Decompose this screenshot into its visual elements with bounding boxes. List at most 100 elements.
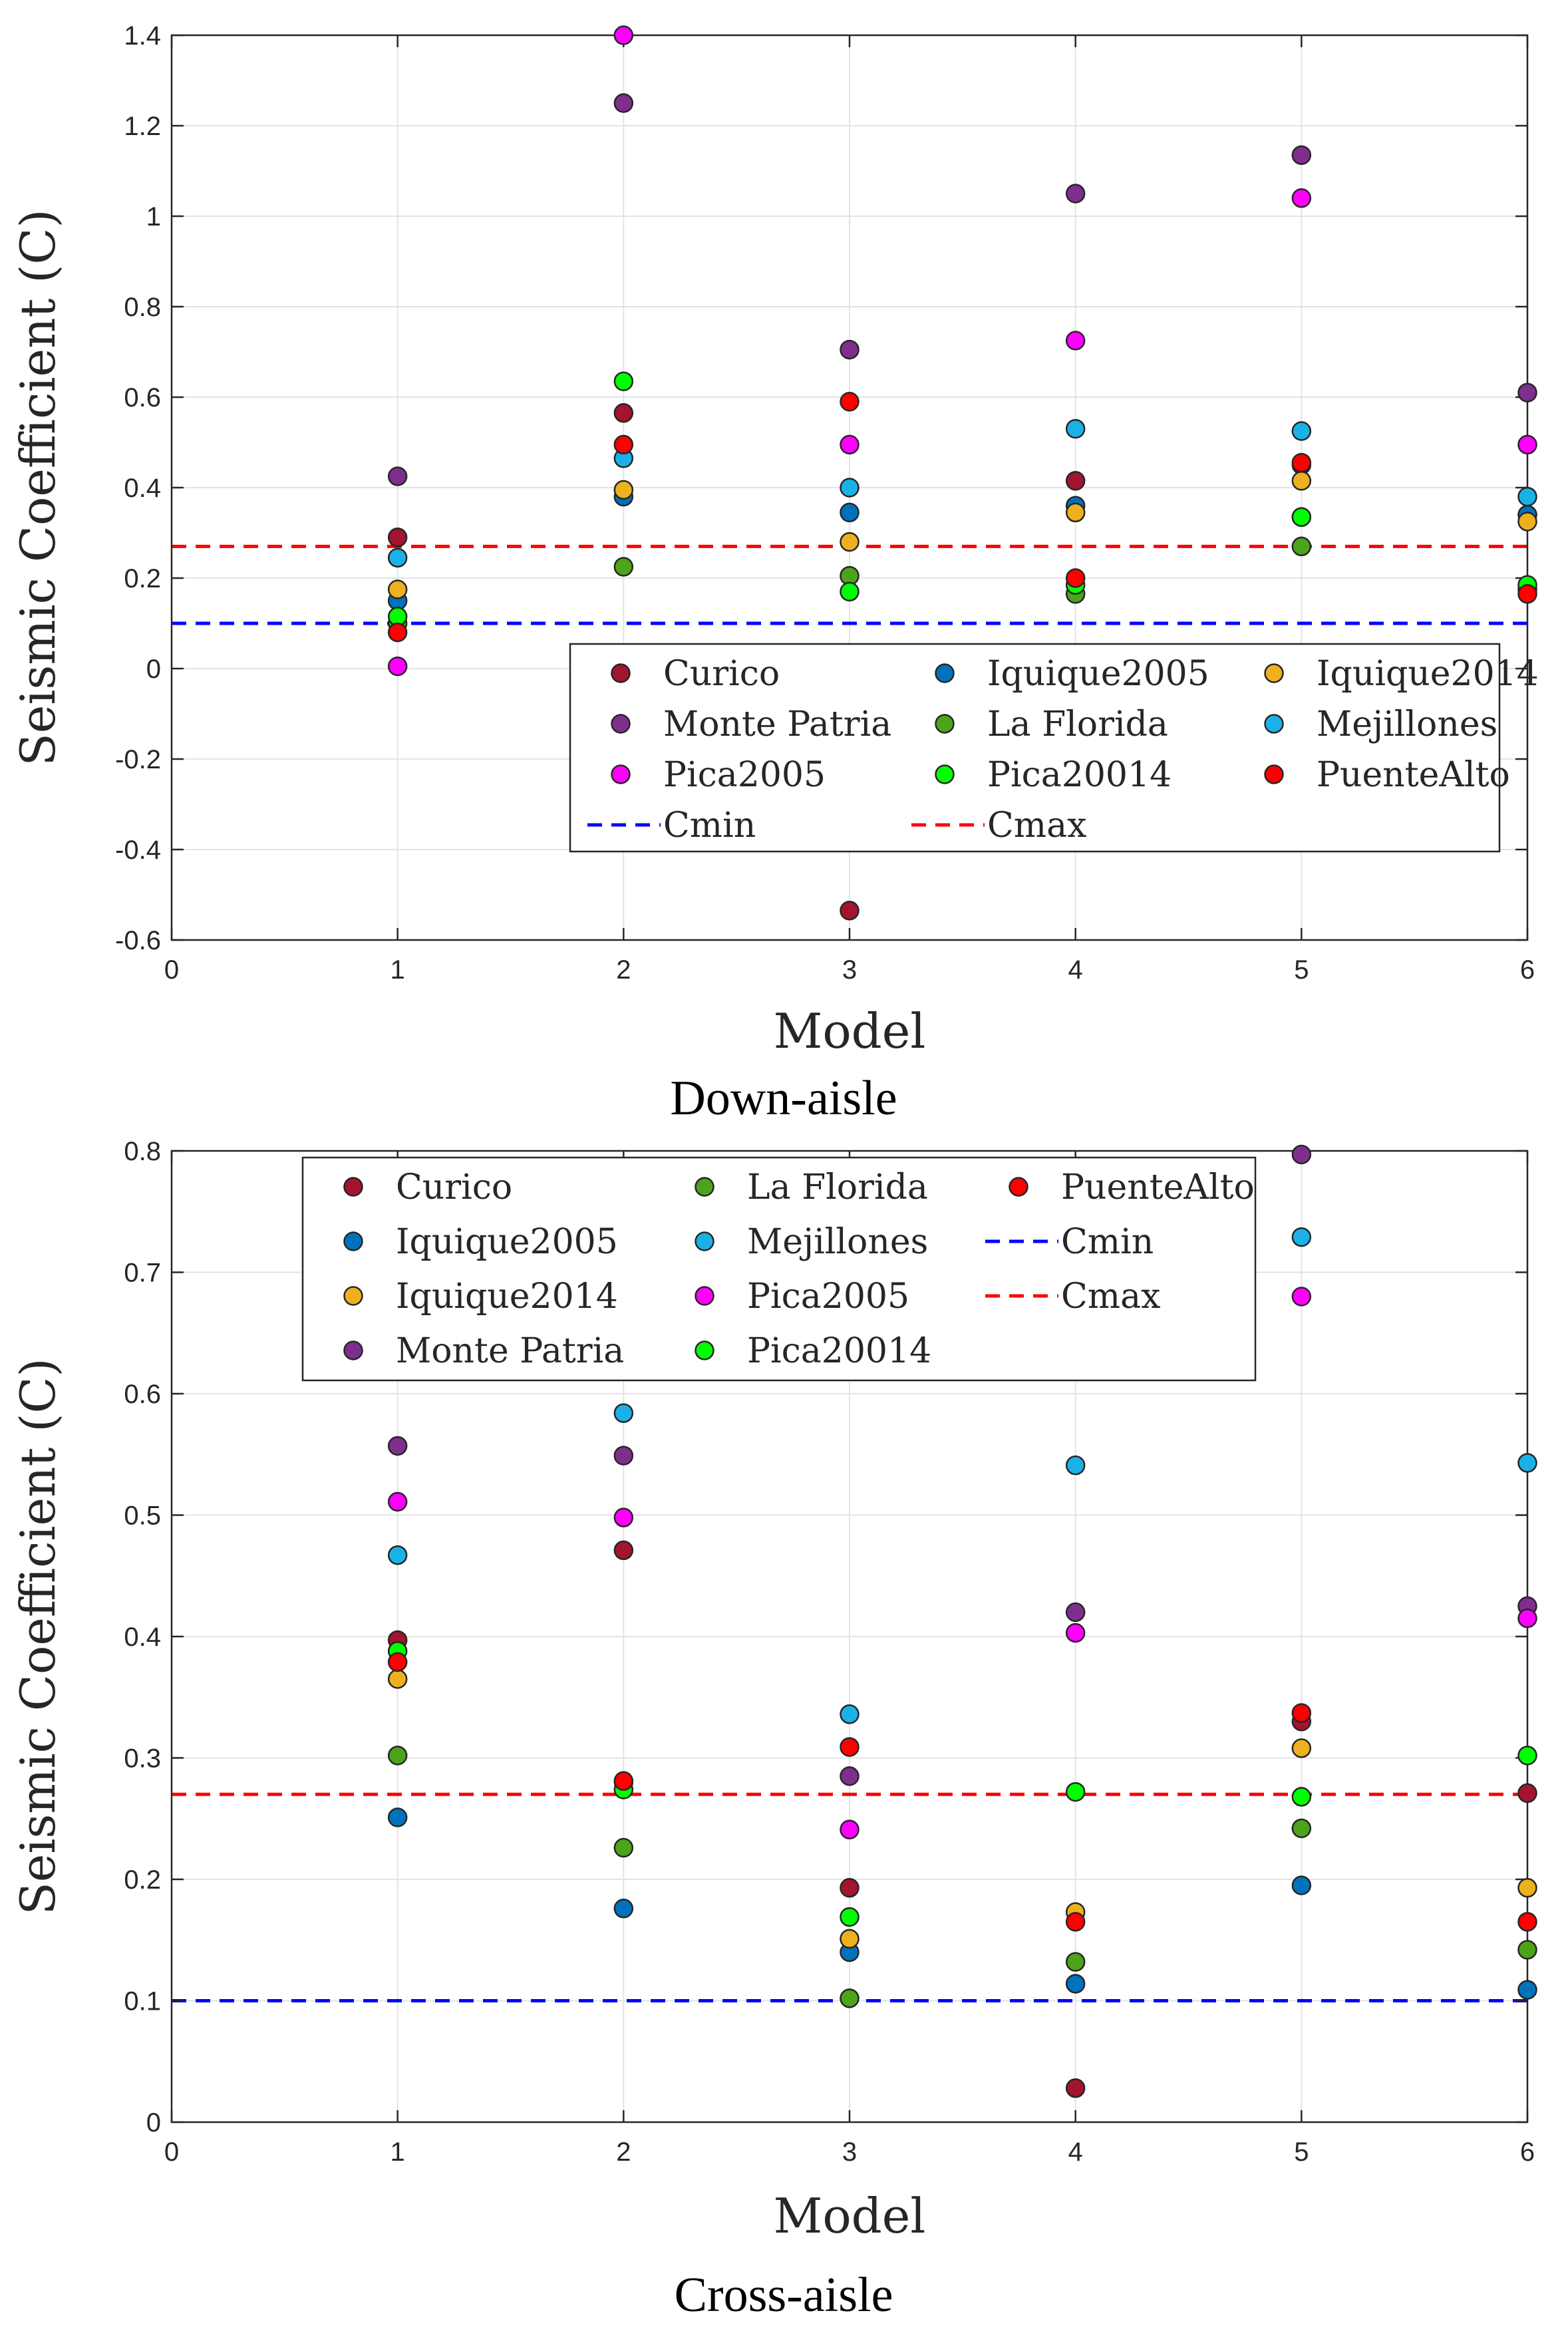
legend-label-cmin: Cmin: [663, 806, 756, 846]
point-curico-model-3: [840, 1878, 860, 1898]
point-iquique2014-model-6: [1517, 512, 1537, 532]
down-aisle-caption: Down-aisle: [670, 1071, 897, 1126]
point-pica2005-model-5: [1291, 1287, 1312, 1307]
point-pica20014-model-4: [1065, 1782, 1086, 1802]
x-tick-label: 0: [164, 955, 179, 985]
y-tick-label: 0.4: [124, 1623, 161, 1652]
point-iquique2014-model-1: [387, 579, 408, 599]
down-aisle-y-axis-label: Seismic Coefficient (C): [10, 209, 66, 766]
point-la-florida-model-2: [613, 557, 634, 577]
y-tick-label: 1: [146, 202, 161, 232]
point-la-florida-model-2: [613, 1837, 634, 1858]
point-curico-model-4: [1065, 471, 1086, 491]
point-puentealto-model-2: [613, 1771, 634, 1791]
point-iquique2014-model-4: [1065, 502, 1086, 523]
legend-label-mejillones: Mejillones: [747, 1222, 928, 1262]
point-puentealto-model-4: [1065, 568, 1086, 588]
y-tick-label: 0.6: [124, 1380, 161, 1409]
y-tick-label: 0: [146, 655, 161, 684]
y-tick-label: 1.2: [124, 112, 161, 141]
point-pica2005-model-1: [387, 1491, 408, 1512]
legend-box: [569, 643, 1501, 853]
point-iquique2014-model-2: [613, 480, 634, 500]
cross-aisle-y-axis-label: Seismic Coefficient (C): [10, 1358, 66, 1915]
y-tick-label: 0.6: [124, 383, 161, 412]
legend-marker-monte-patria: [343, 1340, 363, 1360]
point-monte-patria-model-5: [1291, 145, 1312, 165]
y-tick-label: 0.7: [124, 1259, 161, 1288]
cross-aisle-chart: 0 1 2 3 4 5 6 0 0.1 0.2 0.3 0.4 0.5 0.6 0.7 0.8 Model Sei…: [10, 1137, 1537, 2322]
point-monte-patria-model-4: [1065, 1602, 1086, 1623]
legend-label-pica2005: Pica2005: [663, 755, 826, 795]
down-aisle-chart: 0 1 2 3 4 5 6 -0.6 -0.4 -0.2 0 0.2 0.4 0.6 0.8 1 1.2 1.4 M…: [10, 21, 1539, 1126]
point-iquique2014-model-5: [1291, 1738, 1312, 1758]
point-pica2005-model-3: [840, 1819, 860, 1839]
legend-marker-pica20014: [695, 1340, 714, 1360]
point-pica2005-model-6: [1517, 1608, 1537, 1629]
legend-label-pica20014: Pica20014: [987, 755, 1172, 795]
x-tick-label: 5: [1294, 955, 1309, 985]
point-pica20014-model-5: [1291, 507, 1312, 527]
legend-marker-iquique2014: [343, 1286, 363, 1306]
legend-marker-puentealto: [1009, 1177, 1028, 1197]
legend-marker-pica20014: [935, 764, 955, 784]
x-tick-label: 2: [616, 955, 631, 985]
legend-label-puentealto: PuenteAlto: [1317, 755, 1510, 795]
legend-label-iquique2005: Iquique2005: [396, 1222, 618, 1262]
x-tick-label: 6: [1520, 2137, 1535, 2167]
point-mejillones-model-2: [613, 1403, 634, 1423]
point-la-florida-model-6: [1517, 1940, 1537, 1960]
point-pica2005-model-2: [613, 25, 634, 45]
point-pica20014-model-5: [1291, 1787, 1312, 1807]
legend-label-la-florida: La Florida: [987, 704, 1168, 744]
point-curico-model-6: [1517, 1783, 1537, 1803]
legend-marker-iquique2005: [935, 663, 955, 683]
y-tick-label: -0.6: [115, 926, 161, 955]
legend-marker-monte-patria: [611, 714, 631, 734]
x-tick-label: 2: [616, 2137, 631, 2167]
point-puentealto-model-2: [613, 434, 634, 455]
point-puentealto-model-5: [1291, 452, 1312, 473]
point-mejillones-model-1: [387, 548, 408, 568]
point-puentealto-model-4: [1065, 1912, 1086, 1932]
point-iquique2014-model-6: [1517, 1878, 1537, 1898]
legend-marker-curico: [611, 663, 631, 683]
legend-label-mejillones: Mejillones: [1317, 704, 1497, 744]
legend-marker-mejillones: [1264, 714, 1284, 734]
point-monte-patria-model-2: [613, 1446, 634, 1466]
legend-label-iquique2014: Iquique2014: [1317, 654, 1539, 694]
x-tick-label: 5: [1294, 2137, 1309, 2167]
point-pica2005-model-2: [613, 1507, 634, 1527]
cross-aisle-legend: Curico La Florida PuenteAlto Iquique2005 Mej…: [301, 1156, 1257, 1382]
x-tick-label: 3: [842, 955, 857, 985]
point-pica2005-model-5: [1291, 188, 1312, 208]
point-la-florida-model-1: [387, 1746, 408, 1766]
x-tick-label: 1: [391, 955, 405, 985]
point-puentealto-model-6: [1517, 1912, 1537, 1932]
point-iquique2014-model-3: [840, 532, 860, 552]
point-la-florida-model-5: [1291, 1818, 1312, 1839]
legend-label-cmin: Cmin: [1061, 1222, 1154, 1262]
point-la-florida-model-5: [1291, 536, 1312, 557]
point-curico-model-1: [387, 528, 408, 548]
cross-aisle-data-points: [387, 1144, 1537, 2098]
x-tick-label: 4: [1068, 955, 1083, 985]
point-iquique2014-model-5: [1291, 471, 1312, 491]
legend-label-puentealto: PuenteAlto: [1061, 1168, 1255, 1207]
y-tick-label: 0.2: [124, 564, 161, 593]
x-tick-label: 6: [1520, 955, 1535, 985]
y-tick-label: 0.3: [124, 1744, 161, 1774]
legend-label-la-florida: La Florida: [747, 1168, 928, 1207]
y-tick-label: 0: [146, 2108, 161, 2137]
x-tick-label: 3: [842, 2137, 857, 2167]
point-monte-patria-model-3: [840, 1766, 860, 1786]
cross-aisle-x-axis-label: Model: [774, 2188, 926, 2244]
point-iquique2005-model-6: [1517, 1980, 1537, 2000]
point-mejillones-model-6: [1517, 1453, 1537, 1473]
point-curico-model-3: [840, 901, 860, 921]
point-la-florida-model-4: [1065, 1952, 1086, 1972]
point-mejillones-model-5: [1291, 1227, 1312, 1247]
legend-label-curico: Curico: [396, 1168, 512, 1207]
down-aisle-x-axis-label: Model: [774, 1003, 926, 1059]
